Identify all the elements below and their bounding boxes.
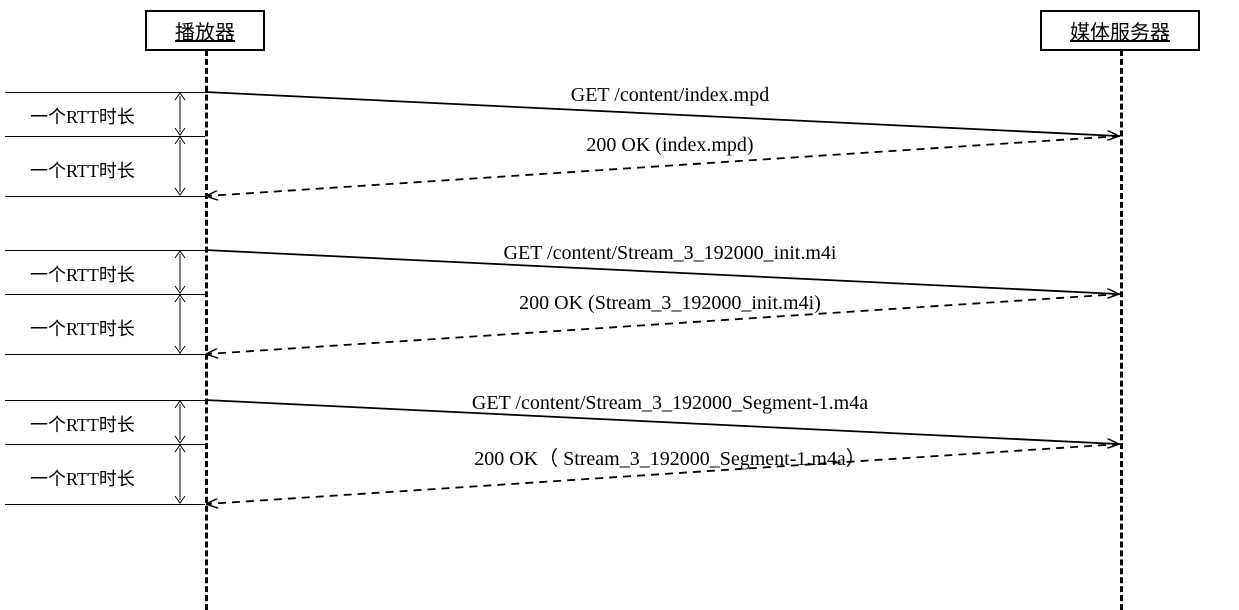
msg-label-4: GET /content/Stream_3_192000_Segment-1.m…	[350, 392, 990, 415]
lifeline-right	[1120, 50, 1123, 610]
rtt-tick	[5, 354, 205, 355]
rtt-tick	[5, 196, 205, 197]
actor-label-right: 媒体服务器	[1070, 22, 1170, 44]
rtt-label-2: 一个RTT时长	[30, 261, 135, 287]
actor-label-left: 播放器	[175, 22, 235, 44]
rtt-tick	[5, 504, 205, 505]
msg-label-2: GET /content/Stream_3_192000_init.m4i	[370, 242, 970, 265]
rtt-tick	[5, 400, 205, 401]
msg-label-3: 200 OK (Stream_3_192000_init.m4i)	[370, 292, 970, 315]
rtt-label-5: 一个RTT时长	[30, 465, 135, 491]
msg-label-1: 200 OK (index.mpd)	[420, 134, 920, 157]
rtt-label-0: 一个RTT时长	[30, 103, 135, 129]
rtt-tick	[5, 250, 205, 251]
msg-label-0: GET /content/index.mpd	[420, 84, 920, 107]
lifeline-left	[205, 50, 208, 610]
rtt-tick	[5, 136, 205, 137]
rtt-label-1: 一个RTT时长	[30, 157, 135, 183]
actor-box-left: 播放器	[145, 10, 265, 51]
rtt-tick	[5, 92, 205, 93]
rtt-tick	[5, 294, 205, 295]
rtt-label-3: 一个RTT时长	[30, 315, 135, 341]
actor-box-right: 媒体服务器	[1040, 10, 1200, 51]
msg-label-5: 200 OK（ Stream_3_192000_Segment-1.m4a）	[350, 442, 990, 471]
rtt-tick	[5, 444, 205, 445]
rtt-label-4: 一个RTT时长	[30, 411, 135, 437]
